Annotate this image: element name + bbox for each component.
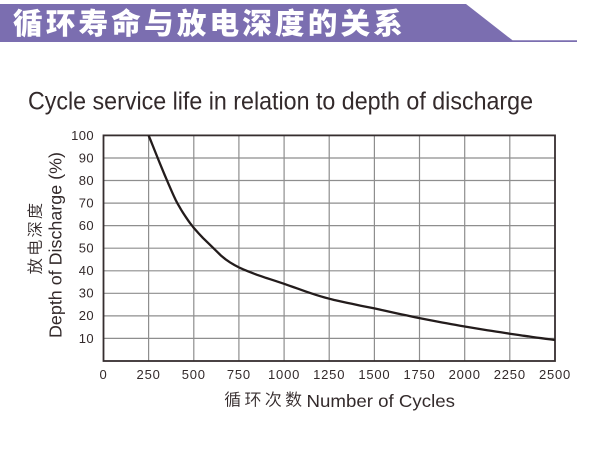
svg-text:Cycle service life in relation: Cycle service life in relation to depth …: [28, 87, 533, 115]
svg-text:10: 10: [79, 331, 94, 346]
svg-text:Number of Cycles: Number of Cycles: [307, 391, 456, 411]
svg-text:70: 70: [79, 195, 94, 210]
svg-text:60: 60: [79, 218, 94, 233]
svg-text:20: 20: [79, 308, 94, 323]
svg-text:1250: 1250: [313, 367, 345, 382]
svg-text:30: 30: [79, 286, 94, 301]
svg-text:Depth of Discharge (%): Depth of Discharge (%): [46, 152, 66, 338]
svg-text:250: 250: [137, 367, 161, 382]
svg-text:1500: 1500: [358, 367, 390, 382]
svg-text:50: 50: [79, 241, 94, 256]
svg-text:750: 750: [227, 367, 251, 382]
svg-text:1750: 1750: [403, 367, 435, 382]
svg-text:2000: 2000: [449, 367, 481, 382]
svg-text:90: 90: [79, 150, 94, 165]
svg-text:2250: 2250: [494, 367, 526, 382]
svg-text:100: 100: [71, 128, 94, 143]
svg-text:40: 40: [79, 263, 94, 278]
svg-text:2500: 2500: [539, 367, 571, 382]
svg-text:0: 0: [99, 367, 107, 382]
svg-text:1000: 1000: [268, 367, 300, 382]
svg-text:500: 500: [182, 367, 206, 382]
svg-text:80: 80: [79, 173, 94, 188]
